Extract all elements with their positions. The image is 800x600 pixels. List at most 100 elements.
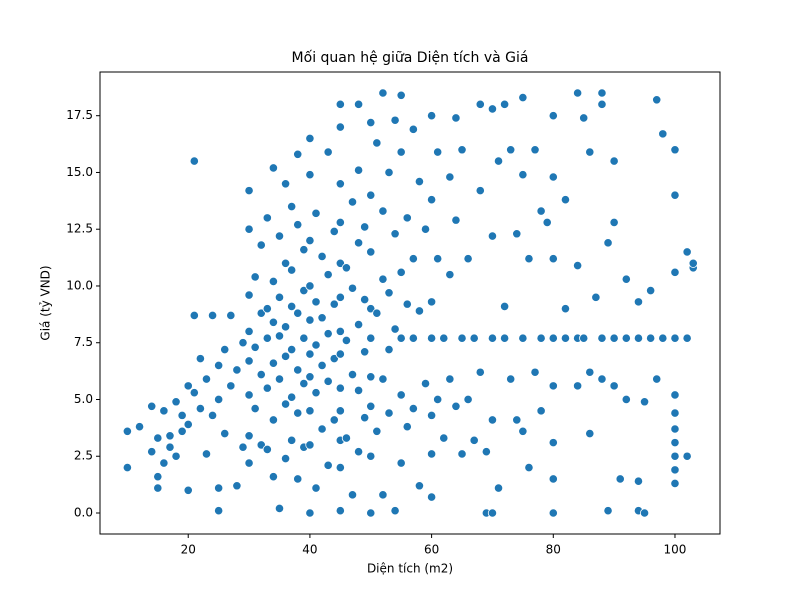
point [542,217,552,228]
point [609,217,619,228]
point [378,88,388,98]
point [280,322,291,332]
point [384,167,394,178]
point [518,426,528,436]
point [402,299,412,309]
point [396,267,406,277]
point [287,301,297,312]
point [287,265,297,275]
point [573,260,583,271]
plot-frame [99,71,721,535]
point [311,297,321,307]
point [287,201,297,212]
point [670,408,680,418]
point [390,324,400,334]
point [244,290,254,300]
point [414,176,425,187]
point [293,365,303,375]
point [262,213,272,223]
point [384,408,394,418]
point [646,333,656,343]
point [670,478,680,489]
y-tick-label: 7.5 [74,335,93,349]
point [244,186,254,196]
point [305,440,315,450]
point [682,333,692,343]
point [670,190,680,200]
point [633,476,644,486]
point [609,381,619,391]
point [433,147,443,157]
point [268,415,279,425]
point [487,104,498,114]
point [335,258,345,268]
point [548,438,558,448]
point [390,115,400,125]
point [396,147,406,157]
point [420,378,431,389]
point [195,354,205,364]
point [353,319,364,330]
point [305,281,315,291]
point [165,442,175,452]
point [207,410,218,420]
point [426,111,437,121]
point [153,472,163,482]
point [524,462,534,473]
point [244,458,254,468]
point [347,490,358,500]
point [317,313,327,323]
point [201,374,212,384]
point [609,333,619,343]
point [268,276,279,287]
point [366,190,376,200]
point [262,304,272,314]
point [122,462,132,473]
point [323,376,333,386]
point [408,124,418,134]
point [384,288,394,298]
point [274,503,285,514]
point [360,222,370,232]
y-tick-label: 2.5 [74,449,93,463]
point [390,229,400,239]
point [329,226,339,237]
point [220,428,230,439]
point [147,401,157,411]
point [353,238,364,248]
point [220,344,230,355]
point [670,424,680,434]
point [366,508,376,518]
y-tick-label: 12.5 [66,222,93,236]
point [384,344,394,355]
point [658,129,668,139]
x-tick-label: 60 [424,543,439,557]
point [500,301,510,312]
point [475,367,485,377]
point [396,333,406,343]
point [153,483,163,493]
point [457,449,467,459]
point [274,231,285,241]
point [335,217,345,228]
point [524,254,534,264]
point [378,490,388,500]
point [280,399,291,409]
point [439,433,449,443]
point [426,195,437,205]
point [518,333,528,343]
point [414,481,425,491]
point [244,431,254,441]
point [390,506,400,516]
point [378,374,388,384]
point [639,397,650,407]
point [426,449,437,459]
point [244,356,254,366]
point [299,333,309,343]
point [232,365,242,375]
point [183,485,193,495]
point [329,299,339,309]
point [274,331,285,341]
